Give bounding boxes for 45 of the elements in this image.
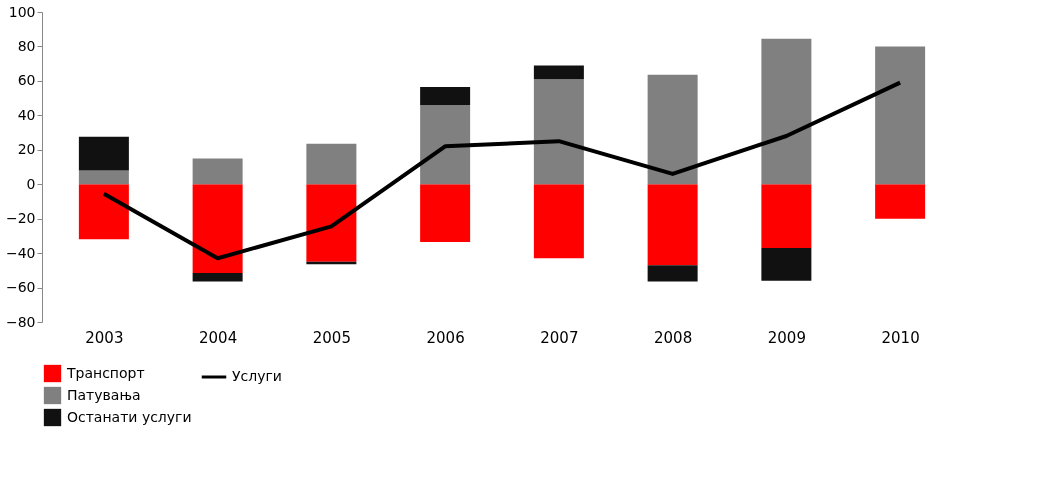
y-tick-label: 60 (17, 72, 36, 89)
bar (761, 38, 812, 185)
legend-label: Услуги (232, 368, 282, 384)
y-tick-label: 80 (17, 37, 36, 54)
x-tick-label: 2006 (426, 328, 465, 347)
x-tick-label: 2005 (312, 328, 351, 347)
y-tick-label: 0 (26, 175, 36, 192)
bar (533, 79, 584, 185)
bar (192, 158, 243, 185)
x-tick-label: 2004 (199, 328, 238, 347)
bar (533, 184, 584, 259)
bar (78, 170, 129, 185)
bar (192, 184, 243, 273)
bar (192, 272, 243, 282)
bar (306, 143, 357, 185)
bar (420, 184, 471, 242)
x-tick-label: 2010 (881, 328, 920, 347)
x-tick-label: 2007 (540, 328, 579, 347)
x-tick-label: 2009 (767, 328, 806, 347)
bar (306, 184, 357, 262)
bar (761, 247, 812, 281)
bar (875, 184, 926, 219)
y-tick-label: −40 (5, 244, 36, 261)
x-tick-label: 2003 (85, 328, 124, 347)
y-tick-label: 20 (17, 141, 36, 158)
line-series (101, 80, 903, 261)
bar (420, 105, 471, 185)
x-tick-label: 2008 (654, 328, 693, 347)
bar (420, 86, 471, 105)
legend-label: Останати услуги (67, 408, 192, 425)
y-tick-label: −60 (5, 279, 36, 296)
bar (78, 136, 129, 171)
legend-label: Транспорт (66, 364, 145, 381)
bar (533, 65, 584, 80)
bar (647, 74, 698, 185)
bar (875, 46, 926, 185)
bar (761, 184, 812, 248)
y-tick-label: −20 (5, 210, 36, 227)
y-tick-label: 40 (17, 106, 36, 123)
bar (78, 184, 129, 240)
bar (647, 184, 698, 266)
y-tick-label: −80 (5, 313, 36, 330)
bar (647, 265, 698, 282)
legend-label: Патувања (67, 386, 141, 403)
y-tick-label: 100 (8, 3, 36, 20)
